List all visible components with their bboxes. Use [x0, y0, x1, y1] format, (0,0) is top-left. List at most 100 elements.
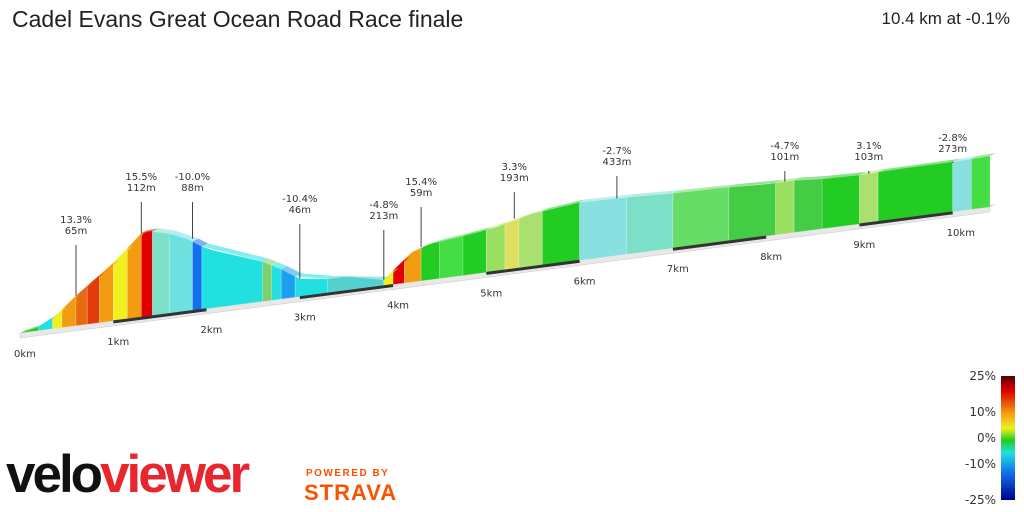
km-label: 5km [480, 288, 502, 299]
annotation-gradient: 3.3% [502, 162, 527, 173]
segment-top-face [38, 314, 59, 327]
segment-top-face [971, 153, 996, 159]
segment-top-face [794, 175, 829, 181]
annotation-length: 112m [127, 183, 156, 194]
annotation-length: 59m [410, 188, 432, 199]
segment-top-face [518, 208, 549, 219]
segment-top-face [393, 256, 411, 271]
segment-top-face [579, 194, 633, 203]
annotation-length: 65m [65, 226, 87, 237]
gradient-segment [728, 182, 776, 242]
gradient-segment [859, 171, 879, 225]
annotation-gradient: -4.8% [369, 200, 398, 211]
chart-title: Cadel Evans Great Ocean Road Race finale [12, 6, 464, 32]
km-label: 3km [294, 313, 316, 324]
km-label: 0km [14, 349, 36, 360]
gradient-segment [420, 241, 441, 282]
gradient-segment [541, 201, 580, 266]
legend-label: 10% [969, 405, 996, 419]
km-band [113, 308, 207, 324]
segment-top-face [728, 179, 782, 188]
gradient-segment [952, 158, 972, 213]
segment-top-face [201, 243, 269, 262]
legend-label: -10% [965, 457, 996, 471]
segment-top-face [542, 199, 586, 212]
segment-top-face [421, 238, 446, 248]
gradient-segment [970, 155, 991, 210]
gradient-segments [19, 155, 991, 334]
annotation-length: 433m [602, 157, 631, 168]
km-label: 9km [853, 240, 875, 251]
gradient-segment [201, 245, 263, 310]
annotation-gradient: 15.5% [125, 172, 157, 183]
strava-logo: STRAVA [304, 480, 398, 505]
veloviewer-logo: veloviewer [6, 445, 250, 504]
segment-top-face [295, 273, 334, 280]
segment-top-face [20, 323, 45, 333]
annotation-gradient: -2.8% [938, 133, 967, 144]
segment-top-face [952, 155, 978, 162]
legend-gradient-bar [1001, 376, 1015, 500]
segment-top-face [505, 215, 525, 224]
km-band [672, 235, 767, 251]
distance-markers: 0km 1km 2km 3km 4km 5km 6km 7km 8km 9km 10km [14, 211, 975, 360]
gradient-segment [403, 247, 422, 284]
gradient-segment [518, 210, 543, 269]
gradient-segment [877, 161, 954, 222]
annotation-gradient: -2.7% [602, 146, 631, 157]
legend-label: 25% [969, 369, 996, 383]
km-label: 2km [201, 325, 223, 336]
annotation-length: 88m [181, 183, 203, 194]
segment-top-face [822, 171, 866, 179]
annotation-length: 193m [500, 173, 529, 184]
gradient-segment [485, 223, 506, 273]
gradient-segment [271, 264, 282, 301]
segment-top-face [271, 262, 288, 270]
profile-top-surface [20, 153, 996, 333]
gradient-legend: 25% 10% 0% -10% -25% [965, 369, 1015, 507]
gradient-segment [168, 233, 193, 314]
gradient-segment [262, 261, 273, 302]
km-band [486, 259, 580, 275]
km-label: 7km [667, 264, 689, 275]
segment-top-face [141, 228, 159, 234]
annotation-gradient: 3.1% [856, 141, 881, 152]
gradient-segment [61, 294, 77, 328]
segment-top-face [75, 282, 94, 296]
segment-top-face [463, 226, 493, 236]
segment-top-face [383, 267, 400, 280]
annotation-gradient: 13.3% [60, 215, 92, 226]
segment-top-face [859, 169, 885, 175]
gradient-annotations: 13.3%65m 15.5%112m -10.0%88m -10.4%46m -4.8%… [60, 133, 967, 296]
gradient-segment [280, 268, 296, 300]
gradient-segment [775, 180, 795, 236]
gradient-segment [579, 196, 627, 261]
annotation-length: 273m [938, 144, 967, 155]
route-summary: 10.4 km at -0.1% [881, 9, 1010, 28]
gradient-segment [113, 247, 128, 322]
segment-top-face [486, 220, 511, 230]
segment-top-face [52, 306, 68, 318]
annotation-length: 101m [770, 152, 799, 163]
annotation-length: 213m [369, 211, 398, 222]
gradient-segment [625, 192, 674, 255]
gradient-segment [672, 186, 730, 249]
segment-top-face [152, 228, 176, 234]
segment-top-face [61, 292, 82, 310]
gradient-segment [192, 241, 203, 311]
gradient-segment [462, 229, 487, 276]
legend-label: 0% [977, 431, 996, 445]
km-band [859, 211, 953, 227]
segment-top-face [775, 177, 801, 183]
segment-top-face [281, 266, 302, 277]
km-label: 4km [387, 301, 409, 312]
annotation-gradient: -10.4% [282, 194, 317, 205]
segment-top-face [113, 245, 134, 263]
km-label: 8km [760, 252, 782, 263]
km-label: 6km [574, 276, 596, 287]
segment-top-face [672, 184, 735, 194]
segment-top-face [127, 230, 148, 249]
gradient-segment [141, 230, 153, 318]
gradient-segment [152, 230, 170, 317]
